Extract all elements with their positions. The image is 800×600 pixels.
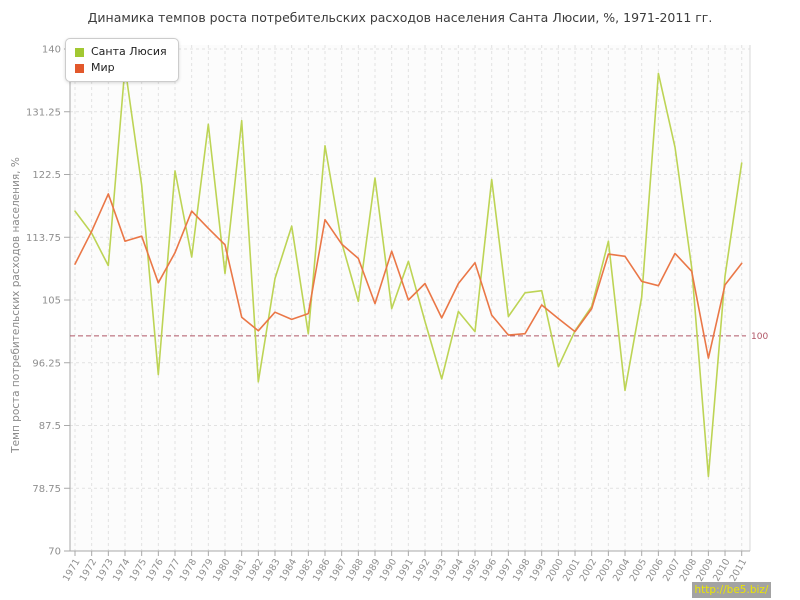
legend-swatch-santa-lyusiya-icon — [75, 47, 84, 57]
y-axis-label: 96.25 — [32, 358, 61, 369]
legend-swatch-mir-icon — [75, 63, 84, 73]
y-axis-label: 131.25 — [26, 107, 61, 118]
legend-label-mir: Мир — [91, 61, 115, 74]
series-line-mir — [74, 193, 743, 359]
x-axis-label: 2011 — [728, 557, 750, 583]
series-line-santa-lyusiya — [74, 66, 743, 478]
y-axis-label: 87.5 — [39, 421, 61, 432]
y-axis-label: 113.75 — [26, 233, 61, 244]
y-axis-label: 105 — [42, 296, 61, 307]
threshold-label: 100 — [751, 332, 768, 342]
y-axis-label: 78.75 — [32, 484, 61, 495]
watermark-link[interactable]: http://be5.biz/ — [692, 582, 771, 598]
chart-title: Динамика темпов роста потребительских ра… — [87, 10, 713, 25]
y-axis-label: 70 — [48, 547, 61, 558]
y-axis-title: Темп роста потребительских расходов насе… — [10, 157, 22, 453]
y-axis-label: 140 — [42, 45, 61, 56]
legend-item-santa-lyusiya: Санта Люсия — [75, 44, 167, 60]
legend-label-santa-lyusiya: Санта Люсия — [91, 45, 167, 58]
y-axis-label: 122.5 — [32, 170, 61, 181]
legend-item-mir: Мир — [75, 60, 167, 76]
legend: Санта Люсия Мир — [65, 38, 179, 82]
